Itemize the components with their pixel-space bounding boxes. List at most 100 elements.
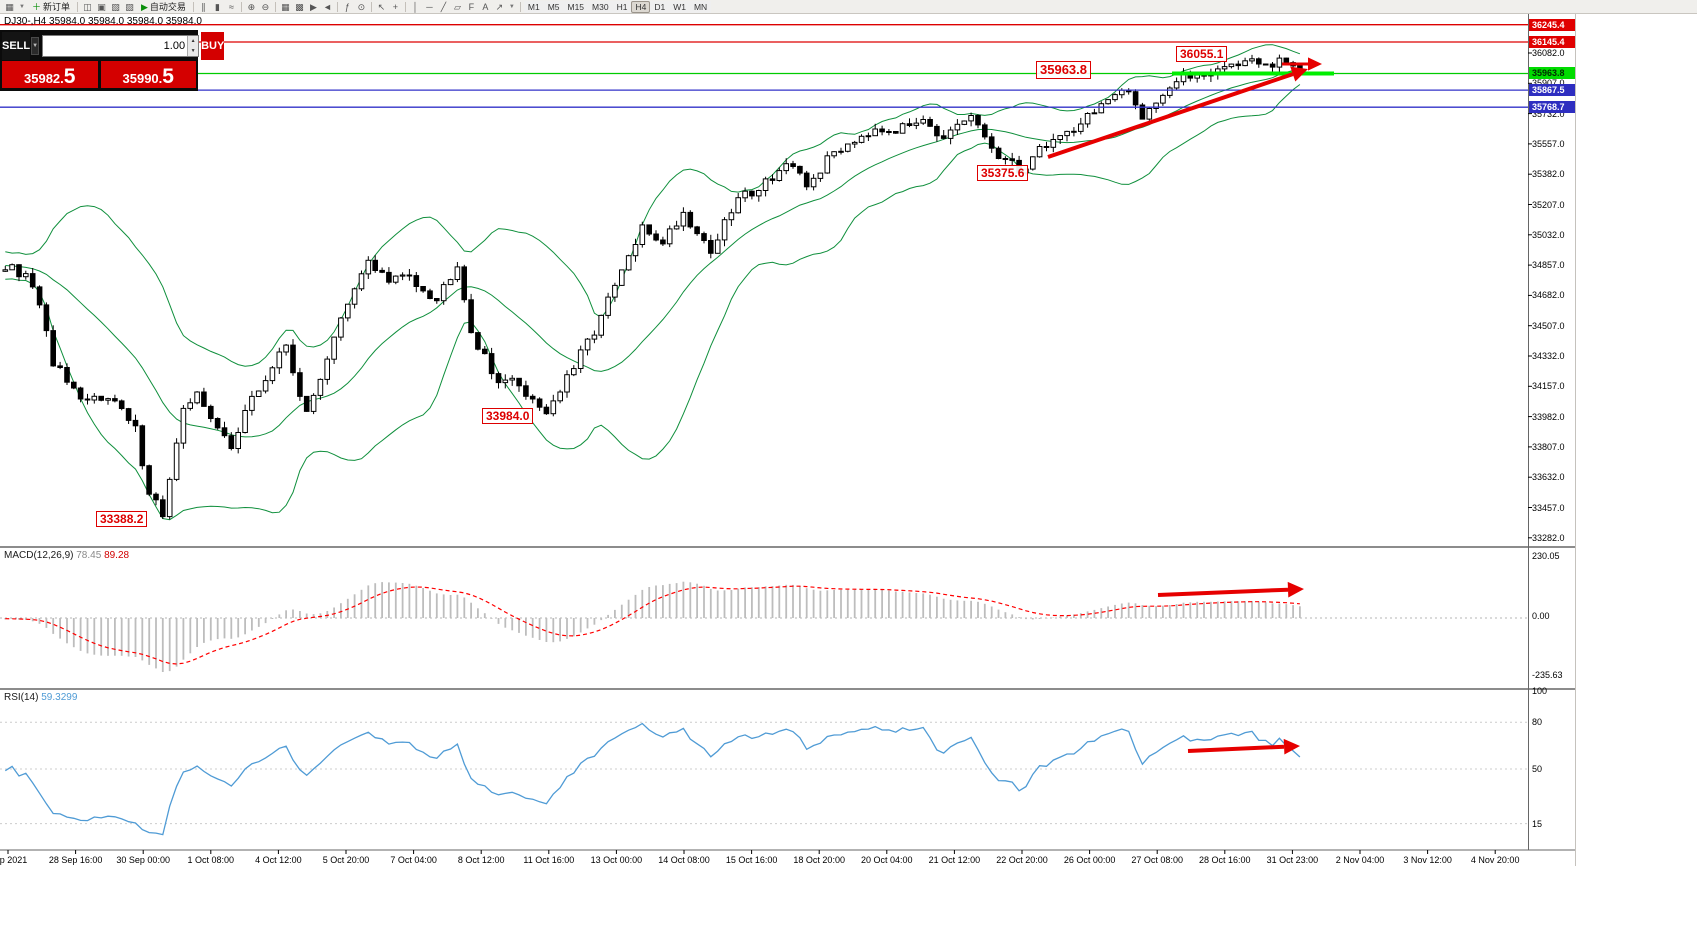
trend-arrow-head: [1283, 738, 1300, 755]
indicators-icon[interactable]: ƒ: [341, 1, 354, 13]
time-axis-label: 28 Sep 16:00: [48, 855, 103, 865]
time-axis-label: 21 Oct 12:00: [928, 855, 981, 865]
rsi-axis-tick: 50: [1532, 764, 1543, 774]
time-axis-label: 14 Oct 08:00: [658, 855, 710, 865]
sell-button[interactable]: 35982. 5: [2, 61, 98, 88]
price-annotation[interactable]: 35963.8: [1036, 61, 1091, 79]
market-watch-icon[interactable]: ◫: [81, 1, 94, 13]
time-axis-label: 2 Nov 04:00: [1335, 855, 1385, 865]
price-annotation[interactable]: 33984.0: [482, 408, 534, 425]
arrow-tool-icon[interactable]: ↗: [493, 1, 506, 13]
crosshair-icon[interactable]: +: [389, 1, 402, 13]
time-axis-label: 28 Oct 16:00: [1199, 855, 1251, 865]
time-axis-label: 26 Oct 00:00: [1063, 855, 1116, 865]
timeframe-D1[interactable]: D1: [650, 0, 670, 13]
time-axis-label: 5 Oct 20:00: [322, 855, 370, 865]
price-axis-tick: 35907.0: [1532, 78, 1565, 88]
trend-arrow-head: [1287, 581, 1304, 598]
cascade-windows-icon[interactable]: ▩: [293, 1, 306, 13]
new-chart-caret-icon[interactable]: ▼: [17, 1, 27, 13]
macd-signal-line: [5, 585, 1300, 665]
timeframe-MN[interactable]: MN: [689, 0, 712, 13]
price-axis-tick: 35032.0: [1532, 229, 1565, 240]
toolbar-separator: [519, 1, 521, 12]
line-chart-icon[interactable]: ≈: [225, 1, 238, 13]
bollinger-band: [5, 44, 1301, 367]
navigator-icon[interactable]: ▧: [109, 1, 122, 13]
time-axis-label: 4 Oct 12:00: [255, 855, 302, 865]
bollinger-band: [5, 68, 1300, 438]
tile-windows-icon[interactable]: ▦: [279, 1, 292, 13]
sell-label[interactable]: SELL: [2, 32, 31, 60]
volume-input[interactable]: [43, 36, 188, 56]
periods-icon[interactable]: ⊙: [355, 1, 368, 13]
new-chart-icon[interactable]: ▦: [3, 1, 16, 13]
timeframe-M1[interactable]: M1: [523, 0, 544, 13]
vertical-line-icon[interactable]: │: [409, 1, 422, 13]
price-axis[interactable]: 36082.0 35907.0 35732.0 35557.0 35382.0 35207…: [1529, 0, 1575, 868]
time-axis[interactable]: Sep 2021 28 Sep 16:00 30 Sep 00:00 1 Oct 08…: [0, 851, 1575, 867]
fibonacci-icon[interactable]: F: [465, 1, 478, 13]
channel-icon[interactable]: ▱: [451, 1, 464, 13]
price-level-badge: 36245.4: [1529, 18, 1575, 31]
price-axis-tick: 34332.0: [1532, 351, 1565, 361]
one-click-trading-panel: SELL ▼ ▲ ▼ BUY 35982.5 35990.5: [0, 30, 225, 91]
price-annotation[interactable]: 36055.1: [1176, 46, 1228, 63]
trend-arrow-head: [1290, 66, 1308, 82]
time-axis-label: 1 Oct 08:00: [187, 855, 235, 865]
trend-arrow-head: [1308, 57, 1322, 71]
candlestick-icon[interactable]: ▮: [211, 1, 224, 13]
price-level-badge: 35963.8: [1529, 67, 1575, 80]
timeframe-M30[interactable]: M30: [588, 0, 613, 13]
auto-scroll-icon[interactable]: ▶: [307, 1, 320, 13]
timeframe-H1[interactable]: H1: [612, 0, 632, 13]
toolbar-separator: [336, 1, 338, 12]
new-order-icon: ＋: [31, 1, 41, 12]
autotrade-label: 自动交易: [149, 1, 186, 12]
trend-arrow: [1157, 587, 1289, 597]
terminal-icon[interactable]: ▨: [123, 1, 136, 13]
macd-axis-tick: 230.05: [1532, 551, 1560, 561]
trendline-icon[interactable]: ╱: [437, 1, 450, 13]
text-tool-icon[interactable]: A: [479, 1, 492, 13]
price-level-badge: 36145.4: [1529, 36, 1575, 49]
rsi-name: RSI(14): [4, 692, 39, 703]
spinner-down-icon[interactable]: ▼: [188, 46, 199, 56]
timeframe-H4[interactable]: H4: [631, 0, 651, 13]
time-axis-label: 15 Oct 16:00: [725, 855, 778, 865]
data-window-icon[interactable]: ▣: [95, 1, 108, 13]
volume-dropdown-icon[interactable]: ▼: [31, 37, 40, 55]
spinner-up-icon[interactable]: ▲: [188, 36, 199, 46]
zoom-in-icon[interactable]: ⊕: [245, 1, 258, 13]
timeframe-W1[interactable]: W1: [669, 0, 690, 13]
time-axis-label: 18 Oct 20:00: [793, 855, 845, 865]
autotrade-play-icon: ▶: [140, 1, 148, 12]
rsi-label: RSI(14) 59.3299: [4, 692, 77, 703]
shapes-caret-icon[interactable]: ▼: [507, 1, 517, 13]
timeframe-M15[interactable]: M15: [563, 0, 589, 13]
rsi-value: 59.3299: [41, 692, 78, 703]
macd-axis-tick: -235.63: [1532, 670, 1563, 680]
price-annotation[interactable]: 35375.6: [977, 165, 1029, 182]
timeframe-M5[interactable]: M5: [543, 0, 564, 13]
price-chart[interactable]: [0, 0, 1575, 868]
autotrade-button[interactable]: ▶ 自动交易: [137, 1, 190, 13]
price-axis-tick: 34857.0: [1532, 260, 1565, 271]
bollinger-band: [5, 84, 1301, 521]
buy-label[interactable]: BUY: [201, 32, 225, 60]
cursor-icon[interactable]: ↖: [375, 1, 388, 13]
price-annotation[interactable]: 33388.2: [96, 511, 148, 528]
price-axis-tick: 34682.0: [1532, 290, 1565, 301]
horizontal-line-icon[interactable]: ─: [423, 1, 436, 13]
chart-shift-icon[interactable]: ◄: [321, 1, 334, 13]
buy-button[interactable]: 35990. 5: [100, 61, 196, 88]
new-order-button[interactable]: ＋ 新订单: [28, 1, 74, 13]
time-axis-label: 30 Sep 00:00: [116, 855, 170, 865]
price-level-badge: 35867.5: [1529, 84, 1575, 97]
zoom-out-icon[interactable]: ⊖: [259, 1, 272, 13]
volume-spinner[interactable]: ▲ ▼: [187, 36, 199, 56]
toolbar-separator: [274, 1, 276, 12]
price-axis-tick: 35732.0: [1532, 108, 1565, 119]
ohlc-bars-icon[interactable]: ∥: [197, 1, 210, 13]
rsi-line: [4, 722, 1301, 836]
